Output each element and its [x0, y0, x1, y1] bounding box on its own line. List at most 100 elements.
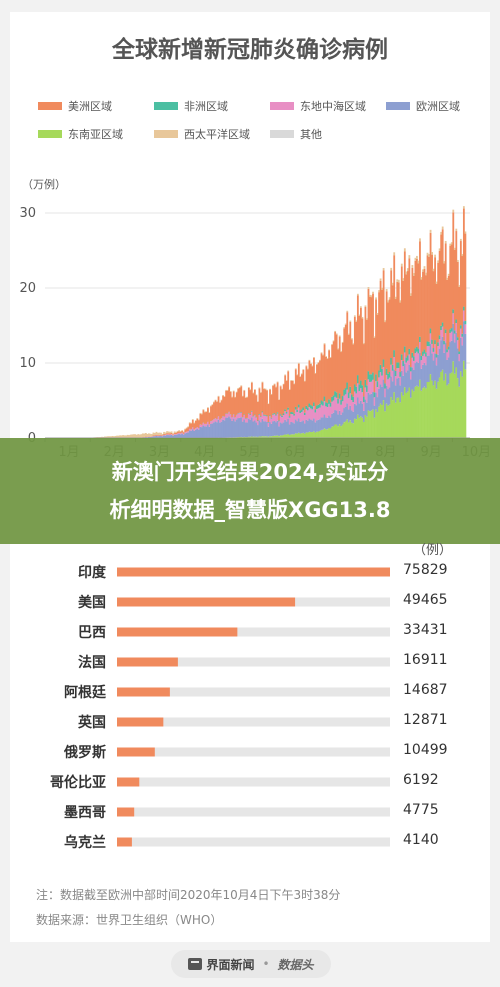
area-segment — [117, 435, 120, 438]
area-segment — [414, 260, 417, 349]
area-segment — [409, 397, 412, 438]
area-segment — [110, 436, 112, 438]
area-segment — [310, 408, 312, 420]
area-segment — [387, 379, 390, 390]
area-segment — [193, 429, 196, 431]
area-segment — [431, 252, 433, 255]
area-segment — [294, 368, 297, 370]
area-segment — [461, 333, 464, 337]
area-segment — [403, 248, 406, 252]
area-segment — [364, 387, 367, 400]
area-segment — [194, 420, 197, 429]
area-segment — [319, 430, 321, 438]
area-segment — [263, 421, 265, 437]
area-segment — [450, 328, 453, 332]
area-segment — [343, 408, 346, 423]
area-segment — [275, 387, 278, 415]
area-segment — [322, 429, 324, 438]
area-segment — [350, 410, 353, 423]
area-segment — [358, 314, 361, 316]
area-segment — [261, 436, 264, 438]
area-segment — [331, 426, 334, 438]
area-segment — [447, 349, 450, 358]
area-segment — [355, 419, 358, 438]
area-segment — [320, 400, 323, 405]
area-segment — [396, 368, 399, 379]
area-segment — [291, 380, 294, 413]
area-segment — [396, 397, 399, 438]
area-segment — [179, 431, 182, 434]
area-segment — [179, 434, 182, 438]
area-segment — [397, 377, 400, 398]
area-segment — [297, 404, 300, 408]
area-segment — [220, 399, 223, 401]
area-segment — [426, 255, 429, 342]
area-segment — [446, 385, 449, 438]
area-segment — [217, 395, 220, 397]
area-segment — [429, 232, 432, 329]
bar — [117, 717, 164, 727]
area-segment — [238, 417, 241, 437]
area-segment — [272, 385, 274, 386]
area-segment — [272, 413, 274, 415]
area-segment — [372, 372, 374, 380]
area-segment — [335, 424, 338, 438]
area-segment — [426, 381, 429, 438]
area-segment — [293, 413, 296, 416]
area-segment — [194, 428, 197, 430]
area-segment — [264, 414, 267, 416]
area-segment — [320, 429, 323, 438]
area-segment — [300, 373, 303, 375]
area-segment — [379, 280, 382, 365]
area-segment — [164, 435, 167, 436]
area-segment — [425, 388, 427, 438]
area-segment — [400, 266, 403, 355]
area-segment — [190, 429, 193, 431]
area-segment — [393, 252, 396, 256]
area-segment — [452, 212, 455, 310]
y-tick-label: 30 — [19, 206, 36, 221]
area-segment — [402, 280, 405, 361]
area-segment — [425, 365, 427, 389]
area-segment — [420, 355, 423, 361]
area-segment — [432, 348, 435, 352]
area-segment — [169, 435, 171, 438]
bar-category-label: 巴西 — [78, 625, 106, 641]
area-segment — [217, 416, 220, 420]
area-segment — [432, 271, 435, 349]
area-segment — [438, 335, 441, 340]
area-segment — [223, 416, 226, 421]
area-segment — [361, 417, 364, 438]
area-segment — [213, 401, 215, 403]
area-segment — [158, 436, 161, 438]
area-segment — [313, 406, 315, 419]
area-segment — [226, 389, 229, 391]
area-segment — [290, 434, 293, 438]
area-segment — [269, 436, 271, 438]
area-segment — [303, 423, 306, 434]
area-segment — [288, 389, 291, 390]
headline-overlay: 新澳门开奖结果2024,实证分 析细明数据_智慧版XGG13.8 — [0, 438, 500, 544]
area-segment — [241, 421, 244, 438]
area-segment — [240, 417, 243, 437]
legend-swatch — [270, 130, 294, 138]
area-segment — [376, 314, 379, 382]
area-segment — [387, 300, 390, 303]
area-segment — [266, 436, 268, 438]
area-segment — [220, 421, 223, 438]
area-segment — [370, 295, 373, 298]
area-segment — [102, 436, 105, 438]
area-segment — [173, 434, 176, 438]
area-segment — [299, 412, 302, 422]
area-segment — [378, 290, 380, 293]
legend-item: 东地中海区域 — [270, 98, 366, 114]
area-segment — [178, 431, 181, 433]
area-segment — [409, 371, 412, 380]
area-segment — [282, 383, 285, 385]
area-segment — [399, 376, 402, 386]
area-segment — [323, 414, 326, 429]
area-segment — [340, 404, 343, 415]
area-segment — [449, 332, 452, 343]
area-segment — [375, 381, 377, 393]
area-segment — [129, 434, 132, 438]
